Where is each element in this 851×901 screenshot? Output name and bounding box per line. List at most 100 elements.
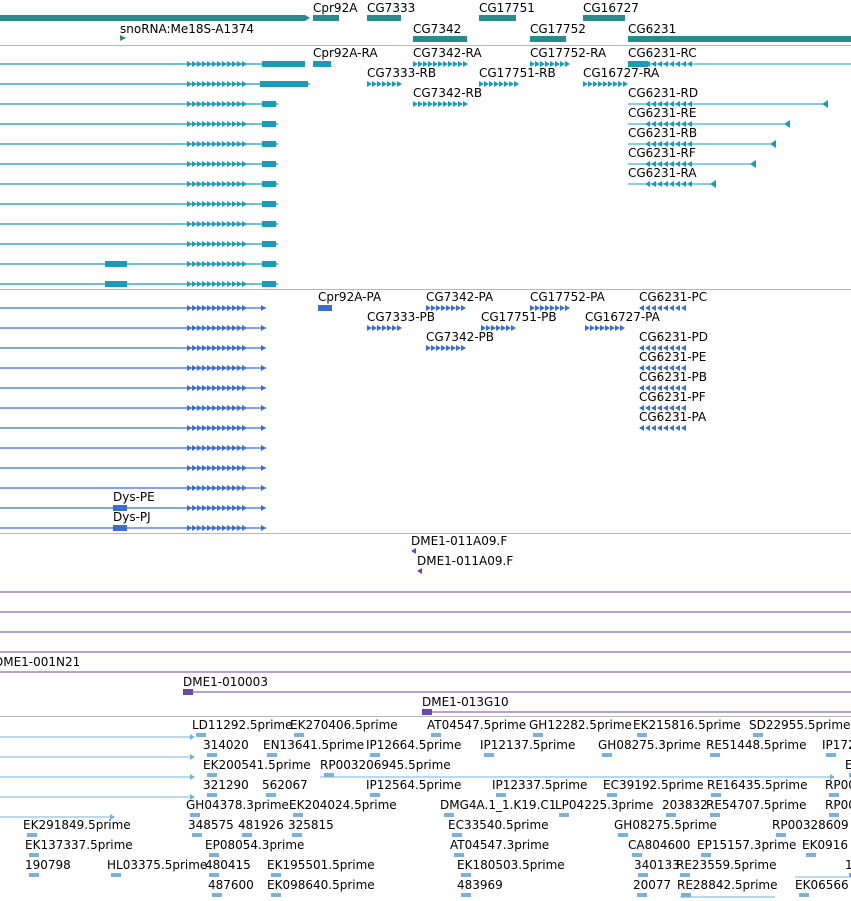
est-label[interactable]: EK215816.5prime xyxy=(633,718,741,732)
est-label[interactable]: EK200541.5prime xyxy=(203,758,311,772)
est-label[interactable]: GH08275.3prime xyxy=(598,738,701,752)
est-label[interactable]: 483969 xyxy=(457,878,503,892)
gene-label[interactable]: CG16727 xyxy=(583,1,639,15)
bac-label[interactable]: DME1-013G10 xyxy=(422,695,509,709)
gene-label[interactable]: CG17752 xyxy=(530,22,586,36)
transcript-label[interactable]: CG6231-RA xyxy=(628,166,697,180)
est-label[interactable]: 203832 xyxy=(662,798,708,812)
est-label[interactable]: EK204024.5prime xyxy=(289,798,397,812)
gene-label[interactable]: CG17751 xyxy=(479,1,535,15)
transcript-label[interactable]: CG17752-RA xyxy=(530,46,607,60)
est-label[interactable]: IP12137.5prime xyxy=(480,738,576,752)
est-label[interactable]: RE28842.5prime xyxy=(677,878,778,892)
est-label[interactable]: LP04225.3prime xyxy=(555,798,654,812)
est-label[interactable]: GH12282.5prime xyxy=(529,718,632,732)
est-label[interactable]: EK195501.5prime xyxy=(267,858,375,872)
est-label[interactable]: 1 xyxy=(845,858,851,872)
est-label[interactable]: EP08054.3prime xyxy=(205,838,305,852)
transcript-label[interactable]: CG6231-RB xyxy=(628,126,698,140)
bac-end-label[interactable]: DME1-011A09.F xyxy=(417,554,514,568)
protein-label[interactable]: CG6231-PE xyxy=(639,350,707,364)
est-label[interactable]: EN13641.5prime xyxy=(263,738,365,752)
est-label[interactable]: 481926 xyxy=(238,818,284,832)
transcript-label[interactable]: CG7342-RA xyxy=(413,46,482,60)
transcript-label[interactable]: CG7342-RB xyxy=(413,86,483,100)
est-label[interactable]: 321290 xyxy=(203,778,249,792)
est-label[interactable]: 348575 xyxy=(188,818,234,832)
gene-label[interactable]: CG7342 xyxy=(413,22,462,36)
gene-label[interactable]: CG6231 xyxy=(628,22,677,36)
protein-label[interactable]: CG6231-PF xyxy=(639,390,706,404)
est-label[interactable]: GH04378.3prime xyxy=(186,798,289,812)
est-label[interactable]: EK291849.5prime xyxy=(23,818,131,832)
est-label[interactable]: RP00 xyxy=(825,778,851,792)
est-label[interactable]: HL03375.5prime xyxy=(107,858,208,872)
protein-label[interactable]: CG7342-PA xyxy=(426,290,494,304)
est-label[interactable]: DMG4A.1_1.K19.C1 xyxy=(440,798,557,812)
est-label[interactable]: EC39192.5prime xyxy=(603,778,704,792)
transcript-label[interactable]: CG6231-RD xyxy=(628,86,699,100)
transcript-label[interactable]: CG6231-RC xyxy=(628,46,697,60)
est-label[interactable]: IP12337.5prime xyxy=(492,778,588,792)
est-label[interactable]: E xyxy=(845,758,851,772)
est-label[interactable]: 20077 xyxy=(633,878,672,892)
est-label[interactable]: 487600 xyxy=(208,878,254,892)
bac-label[interactable]: DME1-010003 xyxy=(183,675,268,689)
bac-track[interactable] xyxy=(0,591,851,715)
est-label[interactable]: CA804600 xyxy=(628,838,691,852)
est-label[interactable]: AT04547.5prime xyxy=(427,718,527,732)
gene-label[interactable]: snoRNA:Me18S-A1374 xyxy=(120,22,254,36)
est-label[interactable]: IP12664.5prime xyxy=(366,738,462,752)
est-label[interactable]: RE51448.5prime xyxy=(706,738,807,752)
protein-label[interactable]: CG16727-PA xyxy=(585,310,660,324)
est-label[interactable]: RE16435.5prime xyxy=(707,778,808,792)
protein-label[interactable]: Dys-PJ xyxy=(113,510,151,524)
est-label[interactable]: RP00 xyxy=(825,798,851,812)
transcript-label[interactable]: CG6231-RF xyxy=(628,146,696,160)
est-label[interactable]: 190798 xyxy=(25,858,71,872)
gene-track[interactable] xyxy=(0,15,851,42)
transcript-label[interactable]: Cpr92A-RA xyxy=(313,46,378,60)
protein-label[interactable]: CG17751-PB xyxy=(481,310,557,324)
est-label[interactable]: EK270406.5prime xyxy=(290,718,398,732)
protein-label[interactable]: CG6231-PA xyxy=(639,410,707,424)
est-label[interactable]: LD11292.5prime xyxy=(192,718,293,732)
est-label[interactable]: EK180503.5prime xyxy=(457,858,565,872)
est-label[interactable]: RE54707.5prime xyxy=(706,798,807,812)
est-label[interactable]: 314020 xyxy=(203,738,249,752)
est-label[interactable]: EK137337.5prime xyxy=(25,838,133,852)
protein-label[interactable]: CG6231-PB xyxy=(639,370,708,384)
protein-label[interactable]: CG6231-PC xyxy=(639,290,708,304)
est-label[interactable]: EK098640.5prime xyxy=(267,878,375,892)
protein-track[interactable] xyxy=(0,305,686,531)
transcript-label[interactable]: CG16727-RA xyxy=(583,66,660,80)
est-label[interactable]: EP15157.3prime xyxy=(697,838,797,852)
est-track[interactable] xyxy=(0,733,851,898)
bac-label[interactable]: DME1-001N21 xyxy=(0,655,81,669)
est-label[interactable]: GH08275.5prime xyxy=(614,818,717,832)
est-label[interactable]: 562067 xyxy=(262,778,308,792)
protein-label[interactable]: CG17752-PA xyxy=(530,290,605,304)
gene-label[interactable]: Cpr92A xyxy=(313,1,358,15)
est-label[interactable]: SD22955.5prime xyxy=(749,718,851,732)
protein-label[interactable]: Cpr92A-PA xyxy=(318,290,382,304)
transcript-label[interactable]: CG7333-RB xyxy=(367,66,437,80)
bac-end-label[interactable]: DME1-011A09.F xyxy=(411,534,508,548)
est-label[interactable]: IP172 xyxy=(822,738,851,752)
est-label[interactable]: 480415 xyxy=(205,858,251,872)
transcript-label[interactable]: CG17751-RB xyxy=(479,66,556,80)
est-label[interactable]: EK06566 xyxy=(795,878,849,892)
protein-label[interactable]: Dys-PE xyxy=(113,490,155,504)
protein-label[interactable]: CG7342-PB xyxy=(426,330,495,344)
gene-label[interactable]: CG7333 xyxy=(367,1,416,15)
est-label[interactable]: RE23559.5prime xyxy=(676,858,777,872)
bac-end-track[interactable] xyxy=(411,548,422,574)
est-label[interactable]: RP003206945.5prime xyxy=(320,758,451,772)
est-label[interactable]: IP12564.5prime xyxy=(366,778,462,792)
transcript-track[interactable] xyxy=(0,61,851,287)
est-label[interactable]: 325815 xyxy=(288,818,334,832)
est-label[interactable]: EC33540.5prime xyxy=(448,818,549,832)
protein-label[interactable]: CG6231-PD xyxy=(639,330,709,344)
est-label[interactable]: RP00328609 xyxy=(772,818,849,832)
est-label[interactable]: 340133 xyxy=(634,858,680,872)
